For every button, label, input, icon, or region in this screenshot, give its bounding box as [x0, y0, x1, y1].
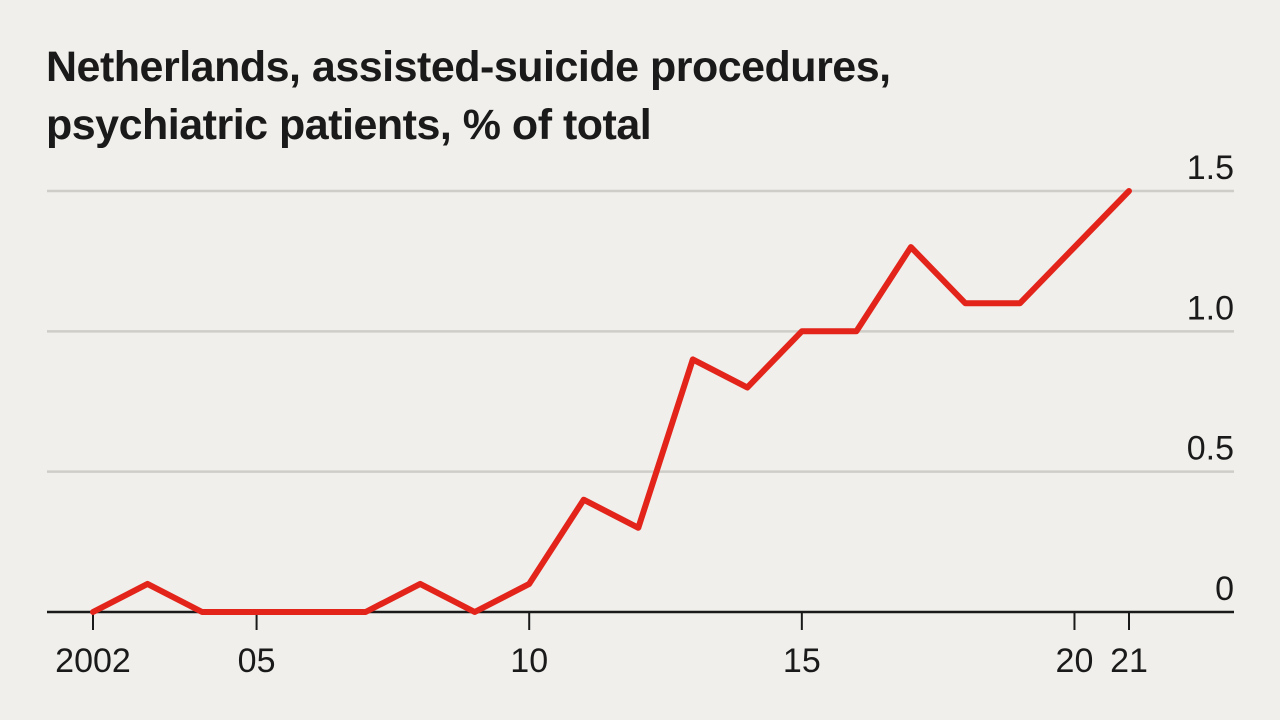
chart-title: Netherlands, assisted-suicide procedures…	[46, 43, 891, 149]
x-tick-label: 20	[1056, 642, 1094, 680]
y-tick-label: 1.5	[1187, 149, 1234, 187]
y-tick-label: 0	[1215, 570, 1234, 608]
x-tick-label: 10	[510, 642, 548, 680]
x-tick-label: 21	[1110, 642, 1148, 680]
y-tick-label: 0.5	[1187, 430, 1234, 468]
x-tick-label: 05	[238, 642, 276, 680]
x-tick-label: 2002	[55, 642, 131, 680]
series-line	[90, 188, 1132, 615]
x-tick-label: 15	[783, 642, 821, 680]
y-tick-label: 1.0	[1187, 289, 1234, 327]
